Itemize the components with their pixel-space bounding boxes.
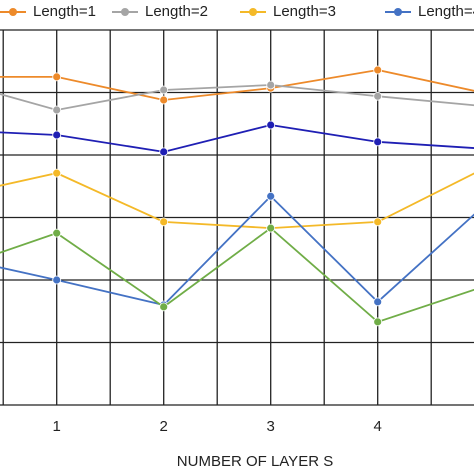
data-point: [52, 72, 62, 82]
series-line: [0, 124, 474, 153]
data-point: [52, 275, 62, 285]
data-point: [159, 302, 169, 312]
data-point: [373, 65, 383, 75]
x-tick-label: 2: [160, 418, 168, 435]
legend-label: Length=3: [273, 3, 336, 20]
legend-label: Length=2: [145, 3, 208, 20]
series-line: [0, 194, 474, 306]
legend-marker: [394, 8, 402, 16]
data-point: [159, 85, 169, 95]
legend-label: Length=1: [33, 3, 96, 20]
data-point: [159, 95, 169, 105]
data-point: [373, 297, 383, 307]
x-tick-label: 4: [374, 418, 382, 435]
series-line: [0, 84, 474, 111]
data-point: [52, 105, 62, 115]
data-point: [52, 168, 62, 178]
data-point: [159, 217, 169, 227]
series-line: [0, 172, 474, 230]
data-point: [52, 130, 62, 140]
x-tick-label: 3: [267, 418, 275, 435]
legend-marker: [249, 8, 257, 16]
legend-marker: [9, 8, 17, 16]
data-point: [266, 80, 276, 90]
data-point: [373, 91, 383, 101]
legend-label: Length=4: [418, 3, 474, 20]
data-point: [373, 217, 383, 227]
data-point: [373, 317, 383, 327]
data-point: [373, 137, 383, 147]
data-point: [266, 223, 276, 233]
series-line: [0, 226, 474, 323]
legend: Length=1 Length=2 Length=3 Length=4: [0, 3, 474, 20]
series-line: [0, 69, 474, 101]
plot-area: [0, 65, 474, 327]
x-tick-label: 1: [53, 418, 61, 435]
data-point: [266, 191, 276, 201]
data-point: [52, 228, 62, 238]
legend-marker: [121, 8, 129, 16]
x-axis-title: NUMBER OF LAYER S: [177, 453, 333, 470]
data-point: [266, 120, 276, 130]
data-point: [159, 147, 169, 157]
